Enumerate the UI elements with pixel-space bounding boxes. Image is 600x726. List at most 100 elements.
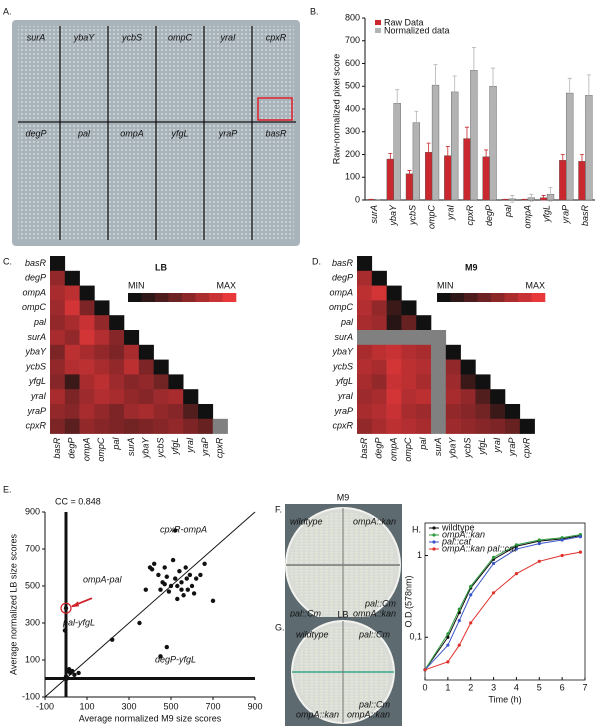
colorbar-step (195, 293, 210, 302)
error-bar (579, 154, 584, 169)
heatmap-cell (431, 374, 447, 390)
column-label: yraP (507, 438, 517, 458)
heatmap-cell (50, 285, 66, 301)
marker (446, 643, 450, 647)
marker (469, 584, 473, 588)
heatmap-cell (64, 300, 80, 316)
x-tick-label: 3 (491, 682, 496, 692)
x-tick-label: 4 (514, 682, 519, 692)
heatmap-cell (64, 330, 80, 346)
heatmap-cell (50, 404, 66, 420)
error-bar (414, 110, 419, 135)
marker (537, 559, 541, 563)
row-label: ycbS (25, 361, 46, 371)
strain-label: ompA::kan (353, 608, 396, 618)
row-label: cpxR (25, 421, 46, 431)
heatmap-cell (431, 359, 447, 375)
point (175, 583, 180, 589)
row-label: ycbS (332, 361, 353, 371)
heatmap-cell (401, 315, 417, 331)
column-label: yfgL (170, 438, 180, 456)
point (198, 572, 203, 578)
heatmap-cell (386, 389, 402, 405)
gene-label: basR (265, 128, 287, 138)
row-label: ompC (22, 302, 47, 312)
heatmap-cell (50, 270, 66, 286)
series-line (424, 534, 581, 671)
x-tick-label: 0 (422, 682, 427, 692)
marker (578, 535, 583, 539)
heatmap-cell (386, 359, 402, 375)
legend-label: ompA::kan (442, 529, 485, 539)
column-label: surA (433, 438, 443, 457)
heatmap-cell (386, 374, 402, 390)
heatmap-cell (416, 404, 432, 420)
strain-label: wildtype (296, 629, 329, 639)
heatmap-cell (64, 418, 80, 434)
heatmap-cell (109, 344, 125, 360)
row-label: ybaY (331, 347, 354, 357)
heatmap-cell (94, 344, 110, 360)
strain-label: pal::Cm (358, 629, 391, 639)
highlight-ring (60, 602, 72, 614)
error-bar (548, 187, 553, 202)
heatmap-cell (50, 389, 66, 405)
row-label: basR (25, 258, 47, 268)
heatmap-cell (153, 418, 169, 434)
heatmap-cell (94, 359, 110, 375)
heatmap-cell (183, 418, 199, 434)
heatmap-cell (357, 330, 373, 346)
marker (491, 561, 496, 566)
point (63, 606, 69, 611)
heatmap-cell (168, 418, 184, 434)
x-tick-label: 700 (205, 701, 220, 711)
heatmap-cell (490, 389, 506, 405)
heatmap-cell (371, 404, 387, 420)
point (162, 581, 167, 587)
heatmap-cell (79, 315, 95, 331)
row-label: yraP (26, 406, 46, 416)
column-label: pal (111, 437, 121, 451)
y-tick-label: -100 (22, 691, 40, 701)
heatmap-cell (50, 344, 66, 360)
annotation: ompA-pal (83, 574, 123, 584)
strain-label: pal::Cm (364, 598, 397, 608)
heatmap-cell (371, 285, 387, 301)
heatmap-cell (357, 359, 373, 375)
column-label: ybaY (141, 437, 151, 460)
error-bar (452, 75, 457, 109)
marker (446, 632, 450, 636)
heatmap-cell (357, 256, 373, 272)
heatmap-cell (94, 300, 110, 316)
heatmap-cell (153, 374, 169, 390)
point (66, 667, 72, 672)
row-label: yfgL (28, 376, 46, 386)
y-tick-label: 700 (345, 35, 360, 45)
y-tick-label: 200 (345, 149, 360, 159)
heatmap-cell (519, 418, 535, 434)
heatmap-cell (371, 374, 387, 390)
point (210, 598, 216, 603)
heatmap-cell (445, 418, 461, 434)
row-label: pal (340, 317, 354, 327)
heatmap-cell (94, 389, 110, 405)
y-tick-label: 500 (345, 81, 360, 91)
column-label: yraP (200, 438, 210, 458)
gene-label: pal (77, 128, 91, 138)
bar (566, 92, 574, 201)
panel-label: A. (3, 6, 12, 16)
panel-label: G. (275, 622, 285, 632)
panel-label: E. (3, 484, 12, 494)
column-label: cpxR (522, 437, 532, 458)
marker (514, 547, 519, 551)
strain-label: wildtype (290, 516, 323, 526)
legend-swatch (375, 20, 381, 25)
x-tick-label: yfgL (541, 205, 551, 223)
marker (423, 668, 427, 672)
heatmap-cell (124, 344, 140, 360)
x-tick-label: degP (484, 205, 494, 226)
heatmap-cell (183, 389, 199, 405)
plate-title: LB (337, 609, 348, 619)
heatmap-cell (109, 359, 125, 375)
heatmap-cell (505, 404, 521, 420)
